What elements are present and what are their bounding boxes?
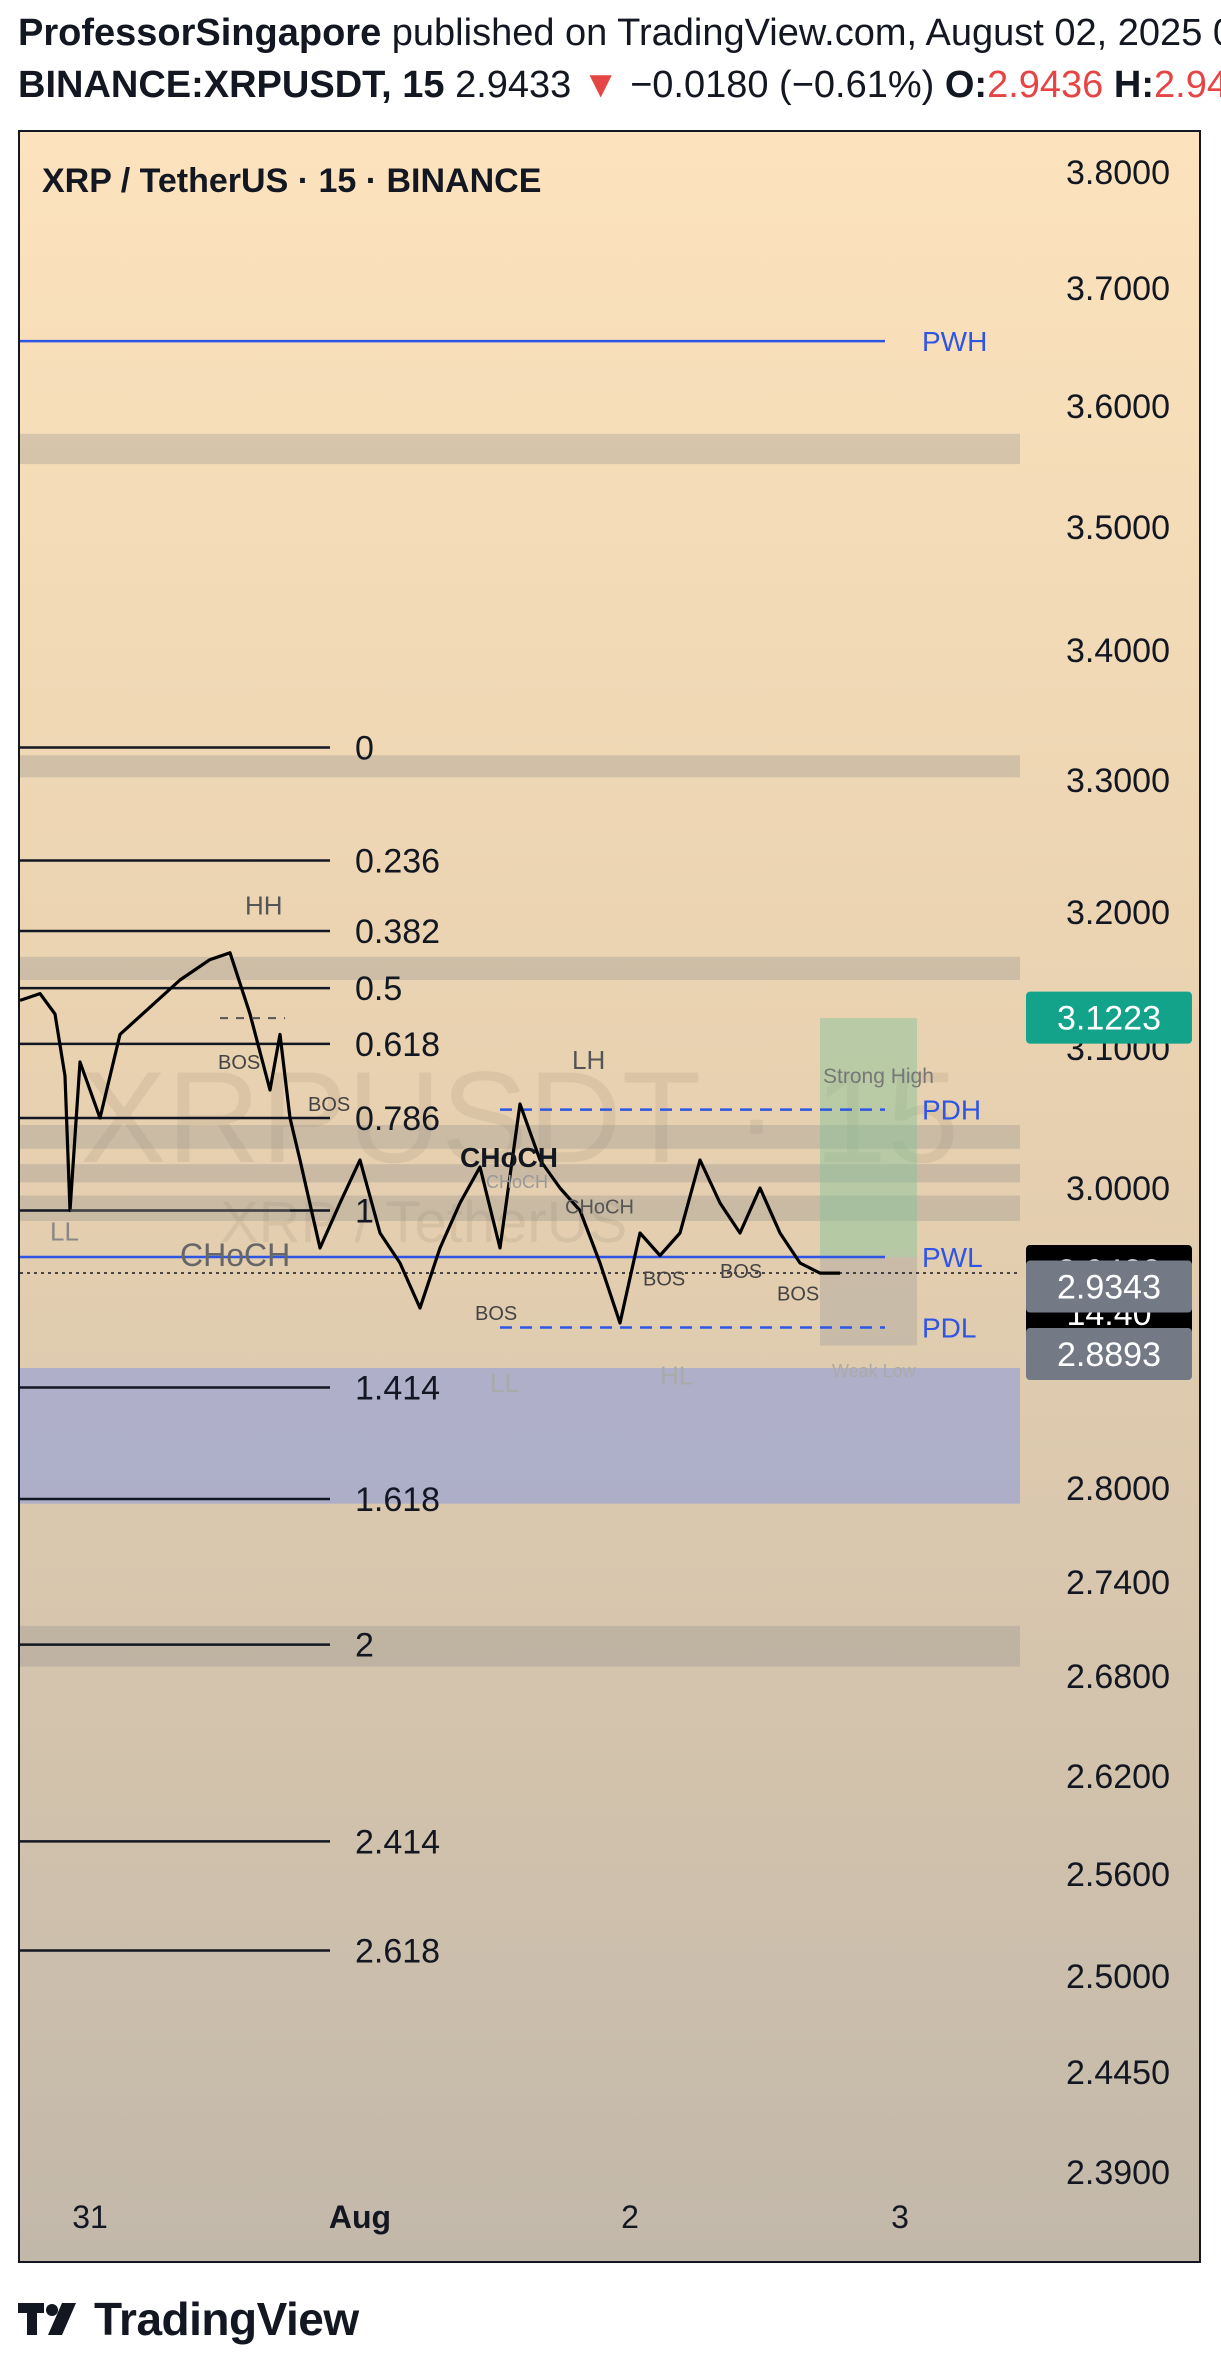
supply-zone xyxy=(20,1625,1020,1667)
y-tick-label: 2.6200 xyxy=(1066,1758,1170,1796)
structure-label: CHoCH xyxy=(565,1197,634,1219)
fib-label: 2.414 xyxy=(355,1823,440,1861)
symbol-line: BINANCE:XRPUSDT, 15 2.9433 ▼ −0.0180 (−0… xyxy=(18,64,1221,107)
structure-label: LL xyxy=(490,1368,519,1398)
fib-label: 1 xyxy=(355,1193,374,1231)
structure-label: CHoCH xyxy=(486,1172,548,1192)
structure-label: BOS xyxy=(720,1261,762,1283)
y-tick-label: 3.2000 xyxy=(1066,894,1170,932)
high-value: 2.943 xyxy=(1154,64,1221,106)
brand-text: TradingView xyxy=(94,2293,359,2345)
supply-zone xyxy=(20,755,1020,778)
published-text: published on TradingView.com, August 02,… xyxy=(391,12,1221,54)
chart-watermark-sub: XRP / TetherUS xyxy=(220,1190,627,1255)
price-tag xyxy=(1026,991,1192,1044)
y-tick-label: 2.8000 xyxy=(1066,1470,1170,1508)
fib-label: 1.618 xyxy=(355,1481,440,1519)
fib-label: 0.382 xyxy=(355,913,440,951)
y-tick-label: 3.8000 xyxy=(1066,154,1170,192)
supply-zone xyxy=(20,1164,1020,1183)
y-tick-label: 3.6000 xyxy=(1066,388,1170,426)
structure-label: BOS xyxy=(475,1303,517,1325)
publish-line: ProfessorSingapore published on TradingV… xyxy=(18,12,1221,55)
y-tick-label: 3.5000 xyxy=(1066,509,1170,547)
chart-panel[interactable]: XRPUSDT · 15 XRP / TetherUS 0 0.236 0.382 0… xyxy=(18,130,1201,2263)
y-tick-label: 3.7000 xyxy=(1066,270,1170,308)
supply-zone xyxy=(20,433,1020,465)
price-tag-value: 3.1223 xyxy=(1057,1000,1161,1038)
fib-label: 1.414 xyxy=(355,1370,440,1408)
supply-zone xyxy=(20,1125,1020,1149)
symbol-label: BINANCE:XRPUSDT, 15 xyxy=(18,64,445,106)
structure-label: BOS xyxy=(308,1094,350,1116)
y-tick-label: 3.0000 xyxy=(1066,1170,1170,1208)
fib-label: 0 xyxy=(355,730,374,768)
y-tick-label: 2.4450 xyxy=(1066,2054,1170,2092)
price-line xyxy=(20,951,840,1325)
y-tick-label: 2.6800 xyxy=(1066,1658,1170,1696)
structure-label: HH xyxy=(245,891,283,921)
x-tick-label: 2 xyxy=(621,2199,639,2235)
level-label: PDH xyxy=(922,1095,981,1126)
structure-label: Strong High xyxy=(823,1065,934,1088)
y-tick-label: 2.5000 xyxy=(1066,1958,1170,1996)
structure-label: HL xyxy=(660,1361,693,1391)
down-arrow-icon: ▼ xyxy=(581,64,620,106)
open-label: O: xyxy=(944,64,988,106)
tradingview-brand[interactable]: TradingView xyxy=(18,2292,359,2346)
fib-label: 0.236 xyxy=(355,843,440,881)
y-tick-label: 2.7400 xyxy=(1066,1564,1170,1602)
price-change: −0.0180 (−0.61%) xyxy=(630,64,935,106)
price-tag-value: 2.9343 xyxy=(1057,1269,1161,1307)
price-chart[interactable]: XRPUSDT · 15 XRP / TetherUS 00.2360.3820… xyxy=(20,132,1201,2263)
y-tick-label: 3.4000 xyxy=(1066,632,1170,670)
x-tick-label: Aug xyxy=(329,2199,391,2235)
price-tag-value: 2.8893 xyxy=(1057,1336,1161,1374)
high-label: H: xyxy=(1113,64,1154,106)
level-label: PWH xyxy=(922,326,987,357)
fib-label: 0.786 xyxy=(355,1100,440,1138)
fib-label: 2.618 xyxy=(355,1933,440,1971)
position-target-box xyxy=(820,1018,917,1257)
tradingview-logo-icon xyxy=(18,2303,76,2335)
structure-label: Weak Low xyxy=(832,1361,917,1381)
x-tick-label: 31 xyxy=(72,2199,108,2235)
structure-label: CHoCH xyxy=(460,1142,558,1173)
y-tick-label: 3.3000 xyxy=(1066,762,1170,800)
position-stop-box xyxy=(820,1257,917,1346)
structure-label: CHoCH xyxy=(180,1237,290,1273)
price-tag xyxy=(1026,1328,1192,1381)
structure-label: BOS xyxy=(643,1269,685,1291)
structure-label: LH xyxy=(572,1045,605,1075)
level-label: PDL xyxy=(922,1313,976,1344)
level-label: PWL xyxy=(922,1242,983,1273)
fib-label: 2 xyxy=(355,1627,374,1665)
chart-title: XRP / TetherUS · 15 · BINANCE xyxy=(42,162,541,200)
structure-label: BOS xyxy=(777,1284,819,1306)
structure-label: BOS xyxy=(218,1052,260,1074)
y-tick-label: 2.5600 xyxy=(1066,1856,1170,1894)
supply-zone xyxy=(20,956,1020,980)
fib-label: 0.5 xyxy=(355,970,402,1008)
demand-zone xyxy=(20,1368,1020,1504)
supply-zone xyxy=(20,1195,1020,1221)
last-price: 2.9433 xyxy=(455,64,572,106)
price-tag xyxy=(1026,1260,1192,1313)
y-tick-label: 2.3900 xyxy=(1066,2154,1170,2192)
author-name[interactable]: ProfessorSingapore xyxy=(18,12,382,54)
open-value: 2.9436 xyxy=(987,64,1104,106)
x-tick-label: 3 xyxy=(891,2199,909,2235)
structure-label: LL xyxy=(50,1217,79,1247)
fib-label: 0.618 xyxy=(355,1026,440,1064)
